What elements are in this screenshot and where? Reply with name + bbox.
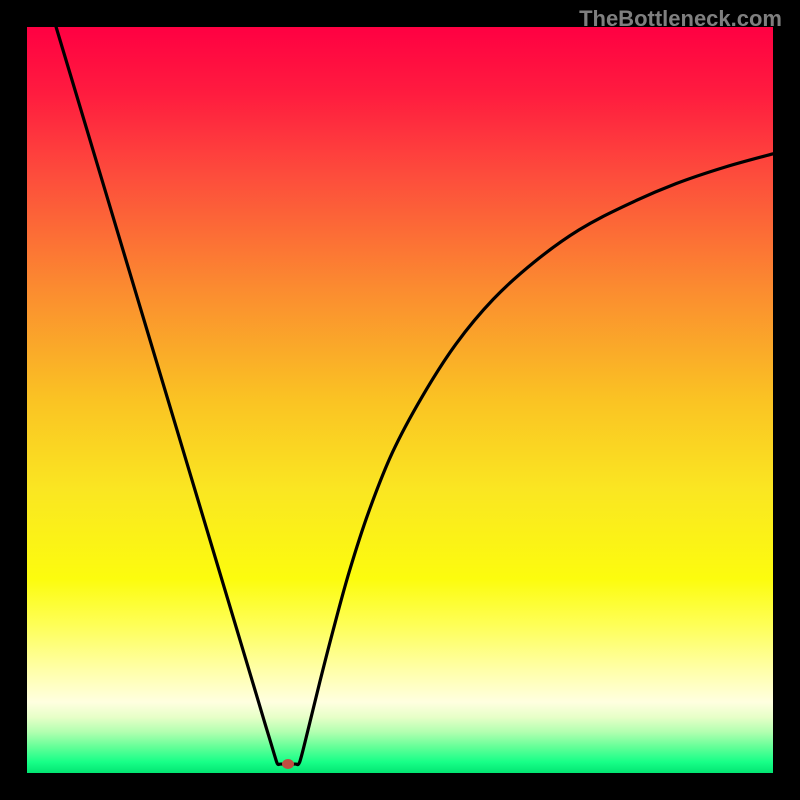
bottleneck-curve (27, 27, 773, 773)
plot-area (27, 27, 773, 773)
curve-path (56, 27, 773, 765)
watermark-text: TheBottleneck.com (579, 6, 782, 32)
chart-frame: TheBottleneck.com (0, 0, 800, 800)
minimum-marker (282, 759, 294, 769)
